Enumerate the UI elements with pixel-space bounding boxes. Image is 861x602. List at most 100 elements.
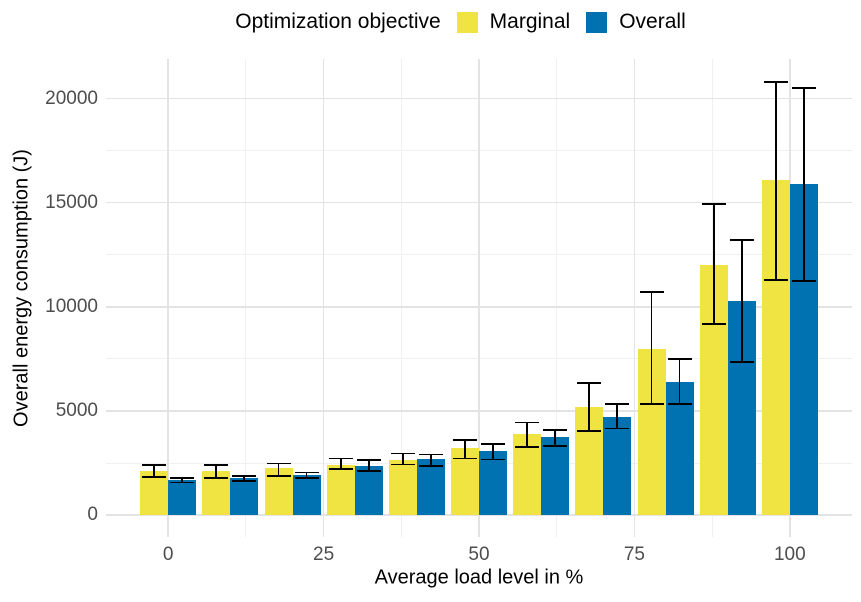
gridline-x-minor [556,59,558,537]
bar-overall-70 [603,416,632,516]
error-bar-marginal-70-line [588,382,591,431]
error-bar-marginal-0-cap-bottom [142,475,167,478]
x-tick-label-0: 0 [162,544,174,565]
gridline-x-major [167,59,169,537]
error-bar-marginal-10-line [215,465,218,478]
bar-marginal-50 [451,448,479,516]
legend-item-marginal: Marginal [456,10,571,34]
error-bar-overall-60-cap-top [543,428,568,431]
error-bar-overall-30-line [367,460,370,472]
error-bar-overall-20-cap-bottom [294,476,319,479]
error-bar-overall-60-line [554,429,557,447]
error-bar-overall-90-cap-bottom [729,361,754,363]
error-bar-marginal-0-line [153,465,156,477]
gridline-x-minor [245,59,247,537]
error-bar-overall-80-cap-bottom [667,403,692,405]
error-bar-marginal-20-line [277,463,280,476]
error-bar-overall-60-cap-bottom [543,445,568,448]
x-axis-title: Average load level in % [374,566,584,589]
error-bar-marginal-60-cap-bottom [515,445,540,448]
error-bar-marginal-90-line [712,204,715,325]
y-tick-label-0: 0 [87,504,98,526]
error-bar-overall-80-line [678,359,681,405]
gridline-x-major [322,59,325,537]
legend-title: Optimization objective [235,10,441,33]
error-bar-overall-90-line [740,239,743,363]
gridline-x-major [633,59,636,537]
x-tick-label-25: 25 [313,544,335,565]
error-bar-marginal-40-cap-top [390,452,415,455]
error-bar-overall-40-cap-bottom [418,465,443,468]
error-bar-overall-50-cap-top [481,443,505,446]
error-bar-marginal-50-cap-bottom [453,457,477,460]
error-bar-marginal-80-line [650,291,653,405]
error-bar-marginal-100-cap-top [763,81,788,83]
legend-label-marginal: Marginal [489,10,571,33]
error-bar-marginal-40-line [401,453,404,465]
gridline-x-major [478,59,480,537]
bar-marginal-30 [326,464,355,516]
x-tick-label-75: 75 [623,544,645,565]
error-bar-overall-40-cap-top [418,453,443,456]
bar-overall-40 [416,458,445,516]
error-bar-marginal-70-cap-top [577,381,602,384]
error-bar-overall-100-cap-top [791,87,816,89]
error-bar-marginal-20-cap-top [266,462,291,465]
error-bar-overall-100-cap-bottom [791,279,816,282]
error-bar-marginal-40-cap-bottom [390,463,415,466]
error-bar-marginal-0-cap-top [142,464,167,467]
bar-overall-30 [354,465,383,516]
error-bar-overall-90-cap-top [729,239,754,241]
error-bar-overall-10-cap-top [232,475,257,478]
error-bar-overall-10-line [243,476,246,481]
bar-marginal-0 [140,470,169,516]
bar-overall-50 [479,450,507,516]
error-bar-marginal-80-cap-top [639,290,664,293]
error-bar-marginal-30-cap-top [328,457,353,460]
error-bar-overall-20-line [305,472,308,478]
error-bar-marginal-100-line [774,81,777,280]
error-bar-overall-30-cap-bottom [356,470,381,473]
error-bar-overall-100-line [802,87,805,281]
x-tick-label-100: 100 [773,544,806,565]
error-bar-overall-70-line [616,404,619,429]
error-bar-marginal-50-cap-top [453,439,477,442]
error-bar-marginal-60-line [526,422,529,447]
error-bar-overall-40-line [429,454,432,467]
marginal-color-swatch [456,11,478,33]
error-bar-overall-70-cap-top [605,403,630,405]
error-bar-overall-0-cap-bottom [170,481,195,484]
legend-item-overall: Overall [586,10,686,34]
error-bar-overall-0-cap-top [170,476,195,479]
y-tick-label-20000: 20000 [45,87,98,109]
error-bar-overall-70-cap-bottom [605,427,630,430]
error-bar-overall-80-cap-top [667,358,692,361]
error-bar-marginal-90-cap-top [701,203,726,206]
error-bar-overall-30-cap-top [356,459,381,462]
y-tick-label-5000: 5000 [55,399,98,421]
bar-marginal-40 [388,459,417,516]
error-bar-overall-20-cap-top [294,471,319,474]
error-bar-marginal-50-line [464,440,466,459]
bar-overall-10 [230,478,259,516]
error-bar-marginal-100-cap-bottom [763,278,788,281]
legend-label-overall: Overall [619,10,686,33]
error-bar-overall-50-cap-bottom [481,458,505,461]
legend: Optimization objective Marginal Overall [0,10,861,34]
error-bar-marginal-90-cap-bottom [701,323,726,326]
error-bar-marginal-70-cap-bottom [577,429,602,432]
error-bar-marginal-10-cap-bottom [204,476,229,479]
error-bar-overall-0-line [181,477,184,483]
y-tick-label-10000: 10000 [45,295,98,317]
overall-color-swatch [586,11,608,33]
bar-overall-60 [541,437,570,516]
error-bar-overall-50-line [492,444,494,460]
error-bar-marginal-80-cap-bottom [639,403,664,405]
error-bar-marginal-60-cap-top [515,421,540,424]
x-tick-label-50: 50 [468,544,490,565]
error-bar-marginal-30-line [339,458,342,469]
error-bar-marginal-20-cap-bottom [266,475,291,477]
gridline-x-minor [400,59,402,537]
